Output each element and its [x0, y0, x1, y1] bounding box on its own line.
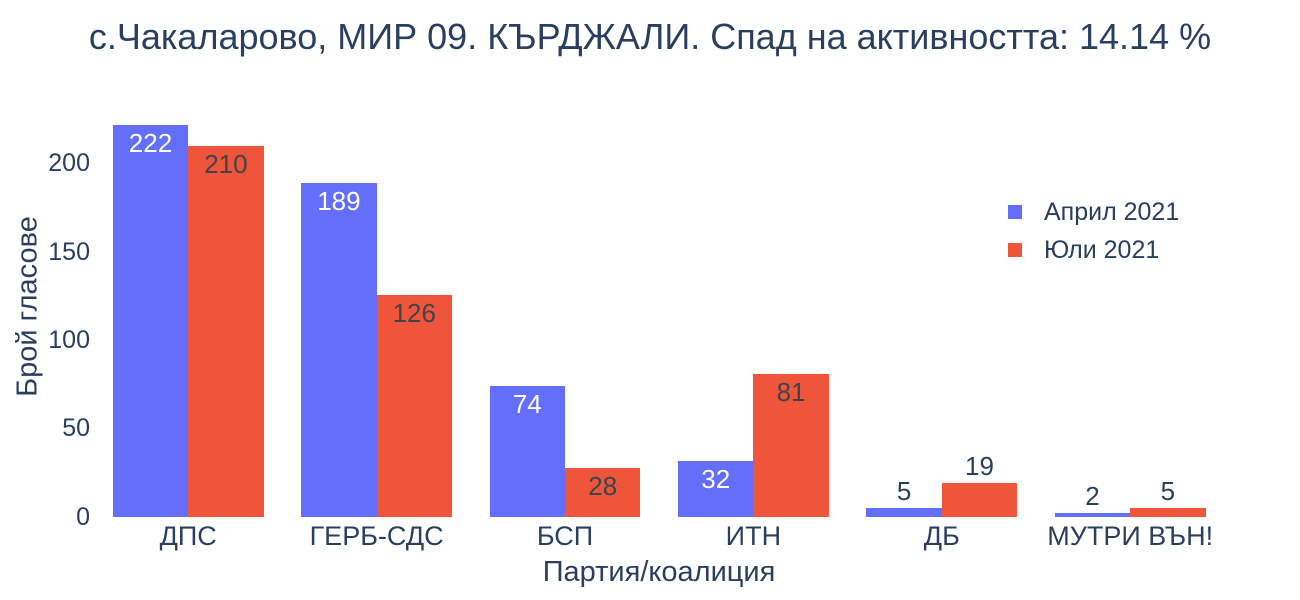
bar-value-label: 81: [776, 376, 806, 407]
x-category-label: БСП: [536, 521, 594, 551]
legend-item-july-2021[interactable]: Юли 2021: [1008, 231, 1179, 269]
bar-value-label: 222: [128, 128, 173, 159]
x-category-label: ИТН: [725, 521, 782, 551]
y-axis-title: Брой гласове: [11, 216, 44, 397]
bar-july-5: [941, 483, 1018, 517]
bar-april-4: [678, 460, 754, 517]
bar-value-label: 2: [1085, 481, 1100, 512]
bar-value-label: 74: [512, 389, 542, 420]
y-tick-label: 200: [48, 149, 90, 178]
x-category-label: ДБ: [923, 521, 960, 551]
x-axis-title: Партия/коалиция: [542, 556, 776, 588]
bar-value-label: 28: [588, 470, 618, 501]
bar-value-label: 126: [392, 297, 436, 328]
bar-value-label: 32: [701, 463, 731, 494]
legend-label: Юли 2021: [1044, 235, 1160, 264]
legend-label: Април 2021: [1044, 197, 1180, 226]
bar-april-1: [112, 125, 189, 517]
bar-july-6: [1130, 508, 1206, 517]
bar-value-label: 5: [1160, 476, 1176, 507]
bar-value-label: 210: [204, 149, 248, 180]
bar-july-2: [376, 294, 452, 517]
y-tick-label: 100: [48, 325, 90, 354]
x-category-label: ГЕРБ-СДС: [309, 521, 444, 551]
bar-april-5: [866, 508, 942, 517]
bar-april-3: [489, 386, 565, 517]
bar-april-2: [301, 183, 377, 517]
bar-july-4: [753, 373, 829, 517]
bar-july-1: [188, 146, 264, 517]
bar-april-6: [1054, 513, 1131, 517]
legend-swatch-july-icon: [1008, 243, 1022, 257]
x-category-label: МУТРИ ВЪН!: [1047, 521, 1214, 551]
chart-title: с.Чакаларово, МИР 09. КЪРДЖАЛИ. Спад на …: [88, 16, 1212, 57]
legend: Април 2021 Юли 2021: [1008, 193, 1179, 269]
y-tick-label: 150: [48, 237, 90, 266]
bar-value-label: 5: [896, 476, 912, 507]
x-category-label: ДПС: [159, 521, 217, 551]
y-tick-label: 0: [76, 502, 90, 531]
bar-july-3: [565, 467, 641, 517]
bar-value-label: 19: [965, 451, 994, 482]
bar-value-label: 189: [317, 186, 361, 217]
y-tick-label: 50: [62, 414, 90, 443]
legend-item-april-2021[interactable]: Април 2021: [1008, 193, 1179, 231]
legend-swatch-april-icon: [1008, 205, 1022, 219]
